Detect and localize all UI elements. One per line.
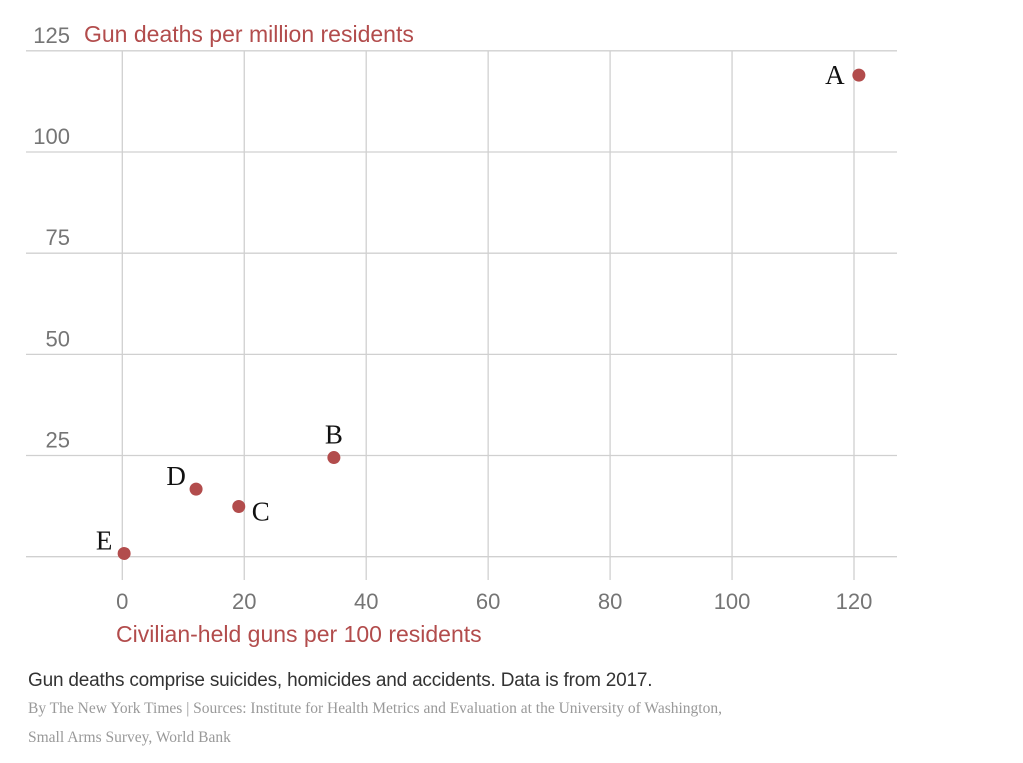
x-tick-label: 120 <box>836 589 873 614</box>
y-axis-title: Gun deaths per million residents <box>84 21 414 47</box>
y-tick-label: 125 <box>33 23 70 48</box>
data-point-e <box>117 546 131 560</box>
x-tick-label: 80 <box>598 589 622 614</box>
source-line-2: Small Arms Survey, World Bank <box>28 729 231 746</box>
data-point-a <box>852 68 866 82</box>
source-line-1: By The New York Times | Sources: Institu… <box>28 700 722 717</box>
y-tick-label: 25 <box>46 428 70 453</box>
point-label-e: E <box>96 525 113 555</box>
point-label-c: C <box>252 497 270 527</box>
point-label-a: A <box>825 60 845 90</box>
grid <box>26 50 897 580</box>
data-point-b <box>327 451 341 465</box>
data-point-d <box>189 482 203 496</box>
x-tick-label: 60 <box>476 589 500 614</box>
chart-note: Gun deaths comprise suicides, homicides … <box>28 670 653 691</box>
point-label-b: B <box>325 420 343 450</box>
data-points: A B C D E <box>96 60 866 560</box>
y-axis-ticks: 25 50 75 100 125 <box>33 23 70 453</box>
x-tick-label: 0 <box>116 589 128 614</box>
x-axis-title: Civilian-held guns per 100 residents <box>116 621 482 647</box>
x-tick-label: 40 <box>354 589 378 614</box>
scatter-chart: 25 50 75 100 125 0 20 40 60 80 100 120 Gun deaths … <box>26 21 897 647</box>
x-tick-label: 100 <box>714 589 751 614</box>
x-tick-label: 20 <box>232 589 256 614</box>
y-tick-label: 100 <box>33 124 70 149</box>
y-tick-label: 50 <box>46 326 70 351</box>
y-tick-label: 75 <box>46 225 70 250</box>
data-point-c <box>232 500 246 514</box>
x-axis-ticks: 0 20 40 60 80 100 120 <box>116 589 872 614</box>
point-label-d: D <box>166 461 186 491</box>
